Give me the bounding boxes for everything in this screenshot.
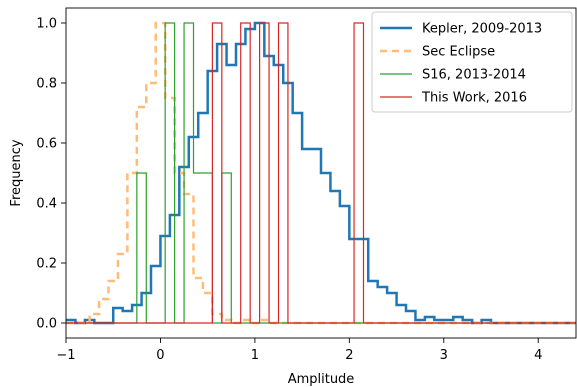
y-axis: 0.0 0.2 0.4 0.6 0.8 1.0 [36,17,66,332]
x-tick-label: 2 [345,348,353,363]
series-layer [66,21,576,325]
y-axis-label: Frequency [9,139,24,206]
series-line-2 [66,21,576,325]
y-tick-label: 0.0 [36,317,57,332]
x-axis-label: Amplitude [288,372,355,387]
x-tick-label: −1 [56,348,75,363]
y-tick-label: 1.0 [36,17,57,32]
y-tick-label: 0.6 [36,137,57,152]
series-line-1 [66,21,576,325]
legend-frame [371,11,573,113]
legend: Kepler, 2009-2013 Sec Eclipse S16, 2013-20… [371,11,573,113]
legend-label: This Work, 2016 [421,91,527,106]
legend-label: Sec Eclipse [422,45,495,60]
legend-label: Kepler, 2009-2013 [422,22,542,37]
y-tick-label: 0.8 [36,77,57,92]
x-axis: −1 0 1 2 3 4 [56,338,542,363]
x-tick-label: 4 [534,348,542,363]
series-line-4 [66,22,576,324]
y-tick-label: 0.4 [36,197,57,212]
legend-label: S16, 2013-2014 [422,68,526,83]
x-tick-label: 1 [251,348,259,363]
plot-frame [65,7,577,339]
x-tick-label: 0 [156,348,164,363]
x-tick-label: 3 [440,348,448,363]
y-tick-label: 0.2 [36,257,57,272]
